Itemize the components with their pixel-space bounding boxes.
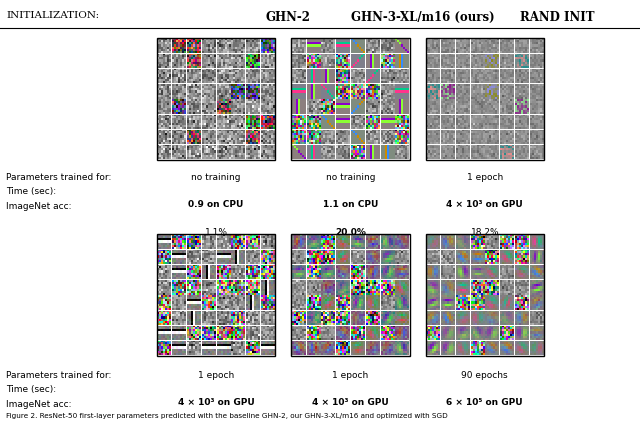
Text: 90 epochs: 90 epochs: [461, 371, 508, 380]
Text: Figure 2. ResNet-50 first-layer parameters predicted with the baseline GHN-2, ou: Figure 2. ResNet-50 first-layer paramete…: [6, 413, 448, 419]
Text: no training: no training: [326, 173, 375, 181]
Text: 1 epoch: 1 epoch: [332, 371, 369, 380]
Text: 4 × 10³ on GPU: 4 × 10³ on GPU: [178, 398, 254, 407]
Text: 0.9 on CPU: 0.9 on CPU: [188, 200, 244, 209]
Text: no training: no training: [191, 173, 241, 181]
Text: 6 × 10⁵ on GPU: 6 × 10⁵ on GPU: [447, 398, 523, 407]
Text: 1 epoch: 1 epoch: [198, 371, 234, 380]
Text: Parameters trained for:
Time (sec):
ImageNet acc:: Parameters trained for: Time (sec): Imag…: [6, 371, 112, 409]
Text: RAND INIT: RAND INIT: [520, 11, 594, 24]
Text: 1.1%: 1.1%: [205, 228, 227, 237]
Text: INITIALIZATION:: INITIALIZATION:: [6, 11, 100, 20]
Text: 1 epoch: 1 epoch: [467, 173, 503, 181]
Text: GHN-3-XL/m16 (ours): GHN-3-XL/m16 (ours): [351, 11, 494, 24]
Text: 18.2%: 18.2%: [470, 228, 499, 237]
Text: 4 × 10³ on GPU: 4 × 10³ on GPU: [447, 200, 523, 209]
Text: 20.0%: 20.0%: [335, 228, 366, 237]
Text: GHN-2: GHN-2: [266, 11, 310, 24]
Text: 4 × 10³ on GPU: 4 × 10³ on GPU: [312, 398, 388, 407]
Text: Parameters trained for:
Time (sec):
ImageNet acc:: Parameters trained for: Time (sec): Imag…: [6, 173, 112, 211]
Text: 1.1 on CPU: 1.1 on CPU: [323, 200, 378, 209]
